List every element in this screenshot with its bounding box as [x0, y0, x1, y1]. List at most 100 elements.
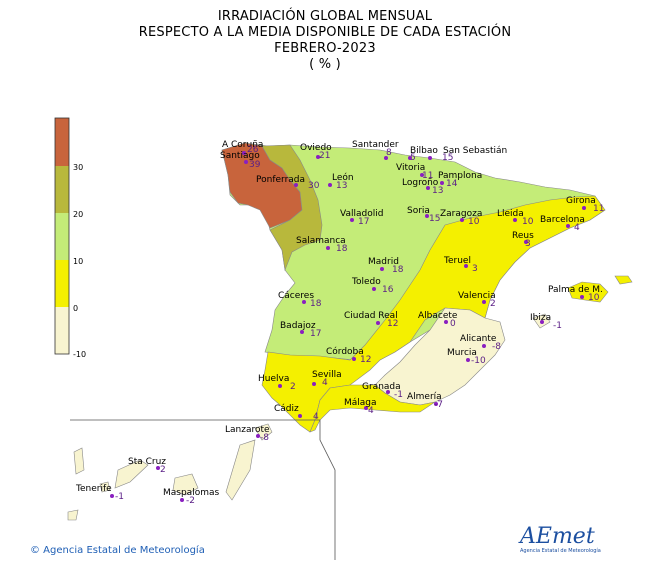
station-label-caceres: Cáceres — [278, 291, 314, 301]
station-marker-lanzarote — [256, 434, 260, 438]
station-marker-malaga — [364, 406, 368, 410]
station-label-reus: Reus — [512, 231, 534, 241]
legend-tick-0: 0 — [73, 304, 78, 313]
station-value-soria: 15 — [429, 214, 440, 224]
station-value-vitoria: 11 — [422, 171, 433, 181]
station-value-maspalomas: -2 — [186, 496, 195, 506]
station-label-albacete: Albacete — [418, 311, 458, 321]
station-label-maspalomas: Maspalomas — [163, 488, 219, 498]
island-la-palma — [73, 447, 85, 475]
station-marker-leon — [328, 183, 332, 187]
station-value-leon: 13 — [336, 181, 347, 191]
station-marker-a-coruna — [242, 151, 246, 155]
station-value-caceres: 18 — [310, 299, 322, 309]
station-marker-maspalomas — [180, 498, 184, 502]
station-marker-cadiz — [298, 414, 302, 418]
station-value-malaga: 4 — [368, 406, 374, 416]
station-label-bilbao: Bilbao — [410, 146, 438, 156]
map-title-line-3: FEBRERO-2023 — [274, 41, 376, 56]
station-marker-ciudad-real — [376, 321, 380, 325]
station-label-logrono: Logroño — [402, 178, 439, 188]
station-marker-teruel — [464, 264, 468, 268]
map-title-line-2: RESPECTO A LA MEDIA DISPONIBLE DE CADA E… — [138, 25, 512, 40]
zone-0-10-south — [309, 384, 436, 433]
map-title-line-1: IRRADIACIÓN GLOBAL MENSUAL — [217, 9, 433, 24]
station-label-vitoria: Vitoria — [396, 163, 425, 173]
station-value-logrono: 13 — [432, 186, 443, 196]
station-marker-ponferrada — [294, 183, 298, 187]
logo-wordmark: AEmet — [518, 524, 595, 549]
station-value-granada: -1 — [394, 390, 403, 400]
station-marker-lleida — [513, 218, 517, 222]
station-marker-girona — [582, 206, 586, 210]
station-value-madrid: 18 — [392, 265, 404, 275]
station-value-zaragoza: 10 — [468, 217, 480, 227]
station-value-ponferrada: 30 — [308, 181, 320, 191]
station-label-badajoz: Badajoz — [280, 321, 316, 331]
legend-swatch-10-20 — [55, 213, 69, 260]
station-label-valencia: Valencia — [458, 291, 496, 301]
station-value-alicante: -8 — [492, 342, 501, 352]
station-value-sevilla: 4 — [322, 378, 328, 388]
station-label-pamplona: Pamplona — [438, 171, 482, 181]
copyright-notice: © Agencia Estatal de Meteorología — [30, 545, 205, 556]
station-marker-san-sebastian — [428, 156, 432, 160]
station-value-valladolid: 17 — [358, 217, 369, 227]
station-label-zaragoza: Zaragoza — [440, 209, 482, 219]
station-value-huelva: 2 — [290, 382, 296, 392]
station-marker-badajoz — [300, 330, 304, 334]
station-label-santander: Santander — [352, 140, 399, 150]
station-value-pamplona: 14 — [446, 179, 458, 189]
station-value-murcia: -10 — [471, 356, 486, 366]
zone-20-30 — [261, 144, 323, 272]
station-value-ciudad-real: 12 — [387, 319, 398, 329]
station-marker-sevilla — [312, 382, 316, 386]
station-marker-alicante — [482, 344, 486, 348]
island-gran-canaria — [172, 473, 199, 496]
station-label-teruel: Teruel — [443, 256, 471, 266]
station-marker-huelva — [278, 384, 282, 388]
legend-swatch-30-plus — [55, 118, 69, 166]
station-marker-salamanca — [326, 246, 330, 250]
station-label-soria: Soria — [407, 206, 430, 216]
station-marker-oviedo — [316, 155, 320, 159]
map-title-line-4: ( % ) — [309, 57, 341, 72]
station-marker-murcia — [466, 358, 470, 362]
station-marker-sta-cruz — [156, 466, 160, 470]
station-value-badajoz: 17 — [310, 329, 321, 339]
station-label-murcia: Murcia — [447, 348, 477, 358]
station-value-albacete: 0 — [450, 319, 456, 329]
station-value-bilbao: 5 — [410, 153, 416, 163]
station-value-oviedo: 21 — [319, 151, 330, 161]
station-value-salamanca: 18 — [336, 244, 348, 254]
station-label-toledo: Toledo — [351, 277, 381, 287]
station-label-sevilla: Sevilla — [312, 370, 342, 380]
station-marker-almeria — [434, 402, 438, 406]
station-value-palma-de-m: 10 — [588, 293, 600, 303]
island-el-hierro — [67, 509, 79, 521]
station-label-salamanca: Salamanca — [296, 236, 346, 246]
station-label-lanzarote: Lanzarote — [225, 425, 270, 435]
station-label-cadiz: Cádiz — [274, 404, 299, 414]
station-marker-tenerife — [110, 494, 114, 498]
station-label-palma-de-m: Palma de M. — [548, 285, 603, 295]
station-label-ibiza: Ibiza — [530, 313, 551, 323]
station-value-almeria: -7 — [434, 400, 443, 410]
station-label-malaga: Málaga — [344, 398, 377, 408]
station-marker-santander — [384, 156, 388, 160]
island-tenerife — [114, 459, 149, 489]
station-marker-logrono — [426, 186, 430, 190]
legend-swatch-20-30 — [55, 166, 69, 213]
station-label-valladolid: Valladolid — [340, 209, 383, 219]
island-menorca — [614, 275, 633, 285]
station-value-santiago: 39 — [249, 160, 261, 170]
station-label-madrid: Madrid — [368, 257, 399, 267]
station-label-ciudad-real: Ciudad Real — [344, 311, 398, 321]
station-marker-barcelona — [566, 224, 570, 228]
station-marker-pamplona — [440, 181, 444, 185]
station-value-barcelona: 4 — [574, 223, 580, 233]
station-marker-vitoria — [420, 173, 424, 177]
station-label-huelva: Huelva — [258, 374, 289, 384]
station-value-reus: 3 — [525, 239, 531, 249]
